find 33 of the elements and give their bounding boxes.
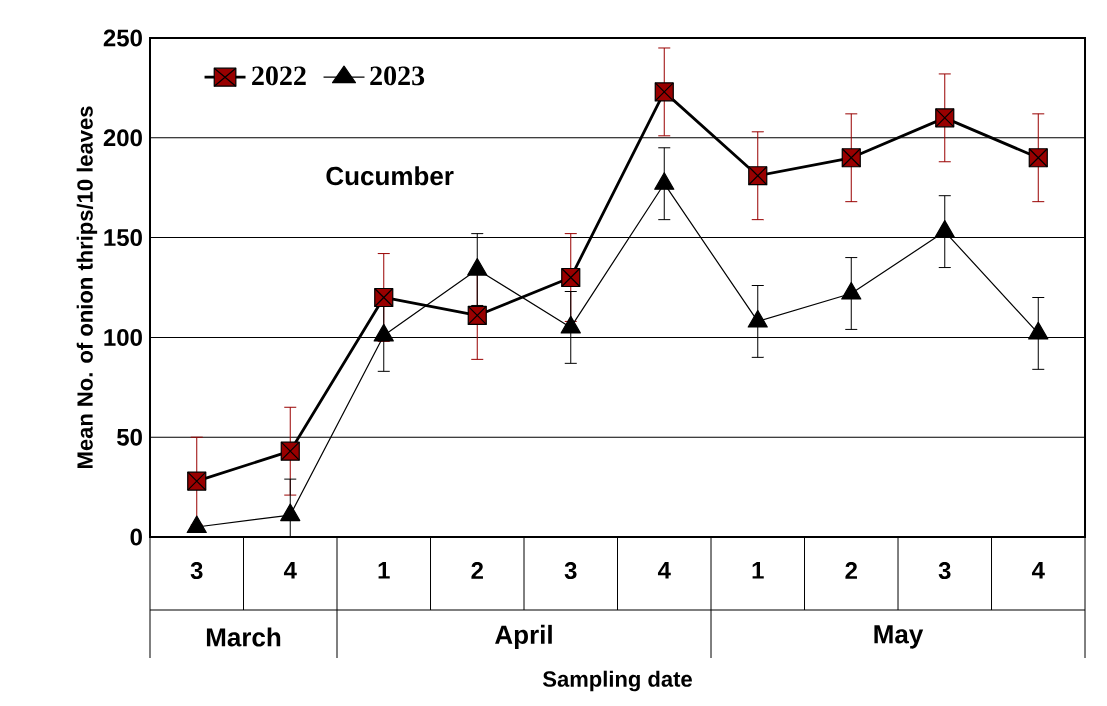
point	[373, 323, 394, 342]
point	[467, 257, 488, 276]
legend-label: 2022	[252, 66, 306, 86]
y-axis-title: Mean No. of onion thrips/10 leaves	[76, 106, 98, 468]
x-axis-title: Sampling date	[542, 670, 692, 692]
x-tick-label: 1	[378, 562, 390, 579]
x-tick-label: 4	[283, 562, 297, 579]
x-tick-label: 3	[190, 562, 203, 580]
y-tick-label: 250	[103, 29, 142, 47]
x-tick-label: 4	[657, 562, 671, 579]
x-tick-label: 4	[1031, 562, 1045, 579]
point	[560, 315, 581, 334]
point	[280, 503, 301, 522]
text: May	[874, 625, 924, 649]
x-tick-label: 2	[845, 562, 857, 579]
x-tick-label: 3	[938, 562, 951, 580]
y-tick-label: 100	[104, 328, 142, 346]
point	[1028, 321, 1049, 340]
x-tick-label: 1	[752, 562, 764, 579]
point	[841, 281, 862, 300]
point	[186, 515, 207, 534]
x-tick-label: 2	[471, 562, 483, 579]
text: April	[495, 624, 552, 650]
text: March	[206, 627, 281, 647]
y-tick-label: 200	[103, 129, 142, 147]
x-tick-label: 3	[564, 562, 577, 580]
point	[934, 220, 955, 238]
point	[747, 309, 768, 328]
y-tick-label: 0	[130, 528, 142, 546]
legend-label: 2023	[370, 66, 425, 86]
annotation: Cucumber	[326, 166, 454, 186]
y-tick-label: 150	[104, 229, 142, 247]
y-tick-label: 50	[116, 428, 142, 446]
